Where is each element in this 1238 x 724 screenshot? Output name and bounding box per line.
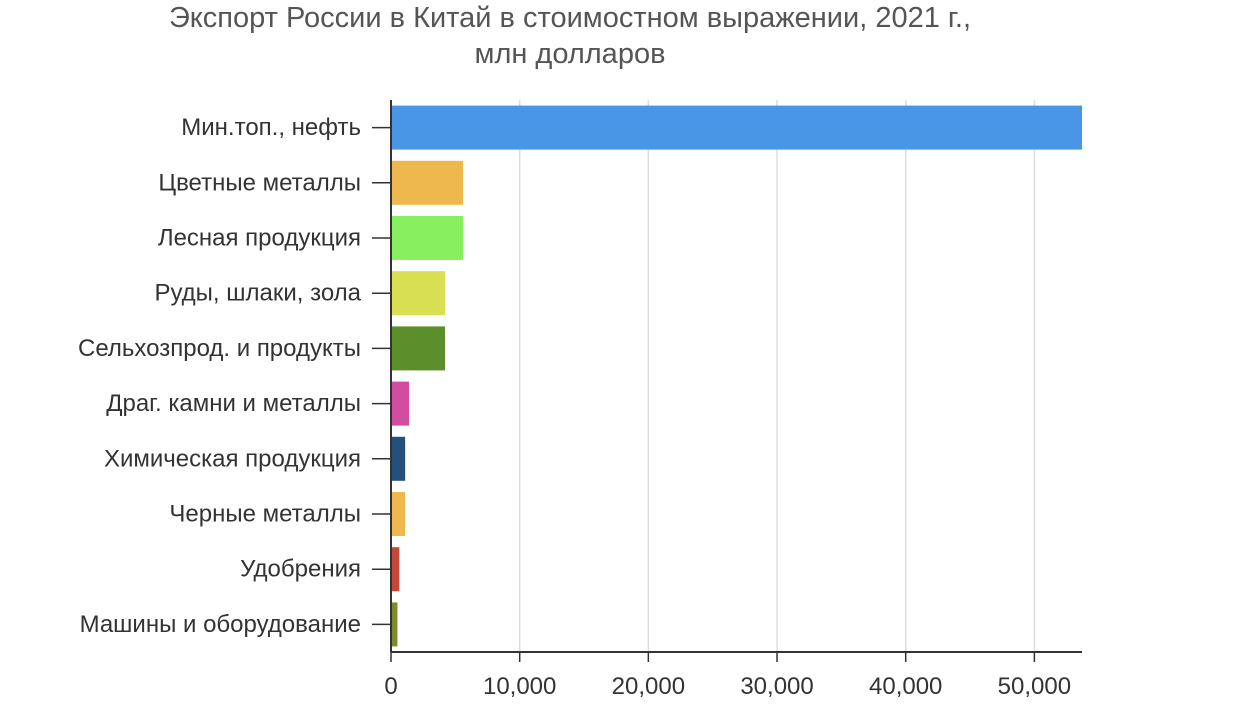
category-label: Машины и оборудование xyxy=(80,611,361,638)
x-tick-label: 20,000 xyxy=(612,673,685,700)
bar xyxy=(391,547,400,592)
category-label: Химическая продукция xyxy=(104,445,361,472)
bar xyxy=(391,216,464,260)
bar xyxy=(391,105,1082,150)
category-label: Черные металлы xyxy=(169,501,361,528)
x-tick-label: 50,000 xyxy=(998,673,1071,700)
category-label: Мин.топ., нефть xyxy=(181,114,361,141)
bar xyxy=(391,271,446,316)
category-label: Сельхозпрод. и продукты xyxy=(78,335,361,362)
x-tick-label: 0 xyxy=(384,673,397,700)
category-label: Руды, шлаки, зола xyxy=(154,280,361,307)
bar xyxy=(391,160,464,205)
category-label: Лесная продукция xyxy=(158,225,361,252)
chart-title-line-1: Экспорт России в Китай в стоимостном выр… xyxy=(168,2,972,34)
category-label: Удобрения xyxy=(240,556,361,583)
bar xyxy=(391,492,406,536)
x-tick-label: 30,000 xyxy=(740,673,813,700)
chart-title: Экспорт России в Китай в стоимостном выр… xyxy=(0,0,1140,72)
bar xyxy=(391,381,410,426)
category-label: Цветные металлы xyxy=(158,169,361,196)
bar xyxy=(391,602,398,647)
category-label: Драг. камни и металлы xyxy=(106,390,361,417)
x-tick-label: 10,000 xyxy=(483,673,556,700)
chart-title-line-2: млн долларов xyxy=(474,38,666,70)
x-tick-label: 40,000 xyxy=(869,673,942,700)
bar xyxy=(391,326,446,371)
bar xyxy=(391,436,406,481)
